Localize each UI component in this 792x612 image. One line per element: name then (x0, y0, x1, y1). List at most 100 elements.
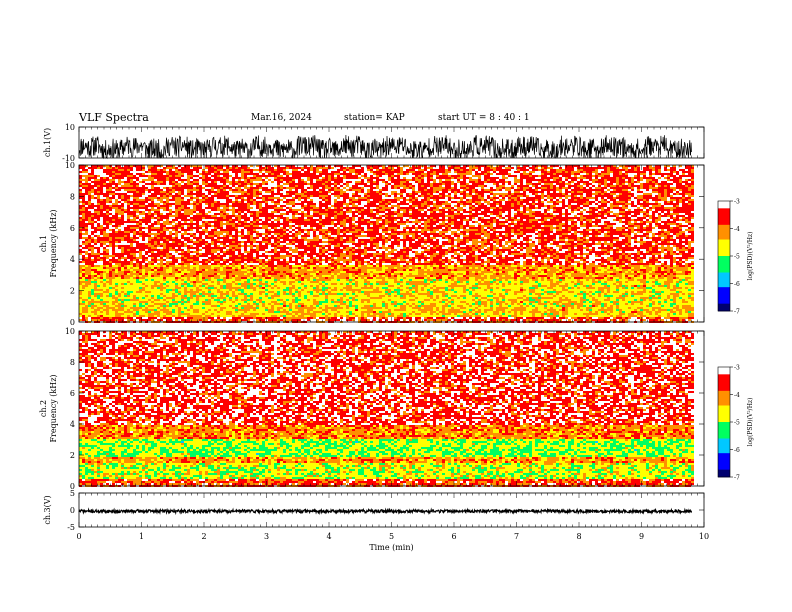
colorbar-swatch (718, 208, 730, 211)
colorbar-swatch (718, 234, 730, 237)
colorbar-swatch (718, 420, 730, 423)
x-tick-label: 3 (264, 532, 269, 541)
colorbar-swatch (718, 303, 730, 306)
axes-ch1-waveform: 10 -10 ch.1(V) (43, 123, 705, 163)
colorbar-ch2-spectrogram: -3 -4 -5 -6 -7 log(PSD)(V²/Hz) (717, 365, 754, 482)
colorbar-tick-label: -7 (734, 475, 740, 482)
colorbar-swatch (718, 367, 730, 370)
waveform-ch1-waveform (78, 134, 692, 160)
colorbar-swatch (718, 307, 730, 310)
waveform-ch3-waveform (78, 507, 693, 516)
colorbar-swatch (718, 278, 730, 281)
colorbar-swatch (718, 471, 730, 474)
colorbar-swatch (718, 245, 730, 248)
colorbar-tick-label: -4 (734, 226, 740, 233)
colorbar-swatch (718, 287, 730, 290)
x-tick-label: 7 (514, 532, 519, 541)
colorbar-swatch (718, 456, 730, 460)
colorbar-swatch (718, 261, 730, 264)
colorbar-swatch (718, 416, 730, 419)
colorbar-swatch (718, 301, 730, 305)
y-tick-label: 4 (70, 420, 75, 429)
colorbar-swatch (718, 453, 730, 456)
colorbar-swatch (718, 376, 730, 379)
y-axis-label: Frequency (kHz) (49, 374, 58, 442)
colorbar-swatch (718, 239, 730, 242)
colorbar-swatch (718, 212, 730, 215)
colorbar-tick-label: -4 (734, 392, 740, 399)
colorbar-swatch (718, 392, 730, 395)
colorbar-swatch (718, 469, 730, 472)
colorbar-swatch (718, 385, 730, 388)
colorbar-swatch (718, 213, 730, 217)
colorbar-swatch (718, 374, 730, 377)
spectrogram-cells (79, 425, 694, 479)
y-tick-label: 6 (70, 224, 75, 233)
colorbar-swatch (718, 418, 730, 421)
colorbar-swatch (718, 467, 730, 471)
colorbar-swatch (718, 436, 730, 439)
colorbar-swatch (718, 226, 730, 229)
colorbar-swatch (718, 285, 730, 288)
colorbar-swatch (718, 411, 730, 414)
colorbar-swatch (718, 451, 730, 454)
colorbar-swatch (718, 292, 730, 295)
colorbar-swatch (718, 256, 730, 259)
colorbar-swatch (718, 473, 730, 476)
spectrogram-ch2-spectrogram (79, 331, 694, 487)
x-tick-label: 1 (139, 532, 144, 541)
colorbar-swatch (718, 400, 730, 403)
y-tick-label: 10 (65, 123, 75, 132)
x-tick-label: 5 (389, 532, 394, 541)
y-axis-label: ch.1(V) (43, 128, 52, 157)
colorbar-swatch (718, 431, 730, 434)
colorbar-swatch (718, 387, 730, 390)
colorbar-swatch (718, 257, 730, 261)
spectrogram-cells (79, 331, 694, 487)
colorbar-swatch (718, 219, 730, 222)
colorbar-swatch (718, 396, 730, 399)
y-tick-label: 10 (65, 161, 75, 170)
colorbar-swatch (718, 455, 730, 458)
colorbar-swatch (718, 427, 730, 430)
colorbar-swatch (718, 254, 730, 257)
colorbar-swatch (718, 422, 730, 425)
y-tick-label: 6 (70, 389, 75, 398)
colorbar-swatch (718, 230, 730, 233)
spectrogram-cells (79, 265, 694, 317)
colorbar-swatch (718, 241, 730, 244)
spectrogram-cells (79, 331, 694, 487)
colorbar-swatch (718, 425, 730, 428)
colorbar-swatch (718, 412, 730, 416)
colorbar-swatch (718, 276, 730, 279)
colorbar-swatch (718, 429, 730, 432)
colorbar-swatch (718, 250, 730, 253)
colorbar-swatch (718, 294, 730, 297)
y-tick-label: 0 (70, 318, 75, 327)
y-tick-label: 10 (65, 327, 75, 336)
colorbar-swatch (718, 309, 730, 312)
x-tick-label: 6 (451, 532, 456, 541)
spectrogram-cells (79, 165, 694, 323)
y-axis-label: ch.2 (39, 400, 48, 417)
y-tick-label: 0 (70, 482, 75, 491)
colorbar-tick-label: -6 (734, 447, 740, 454)
y-tick-label: 8 (70, 358, 75, 367)
colorbar-swatch (718, 383, 730, 386)
colorbar-swatch (718, 423, 730, 427)
colorbar-tick-label: -3 (734, 365, 740, 372)
colorbar-swatch (718, 378, 730, 381)
colorbar-swatch (718, 248, 730, 251)
spectrogram-cells (79, 331, 694, 487)
colorbar-swatch (718, 279, 730, 283)
spectrogram-cells (79, 439, 694, 479)
colorbar-tick-label: -3 (734, 199, 740, 206)
colorbar-swatch (718, 268, 730, 272)
waveform-trace (78, 507, 693, 516)
colorbar-swatch (718, 300, 730, 303)
colorbar-swatch (718, 405, 730, 408)
colorbar-tick-label: -5 (734, 254, 740, 261)
colorbar-swatch (718, 475, 730, 478)
colorbar-swatch (718, 409, 730, 412)
